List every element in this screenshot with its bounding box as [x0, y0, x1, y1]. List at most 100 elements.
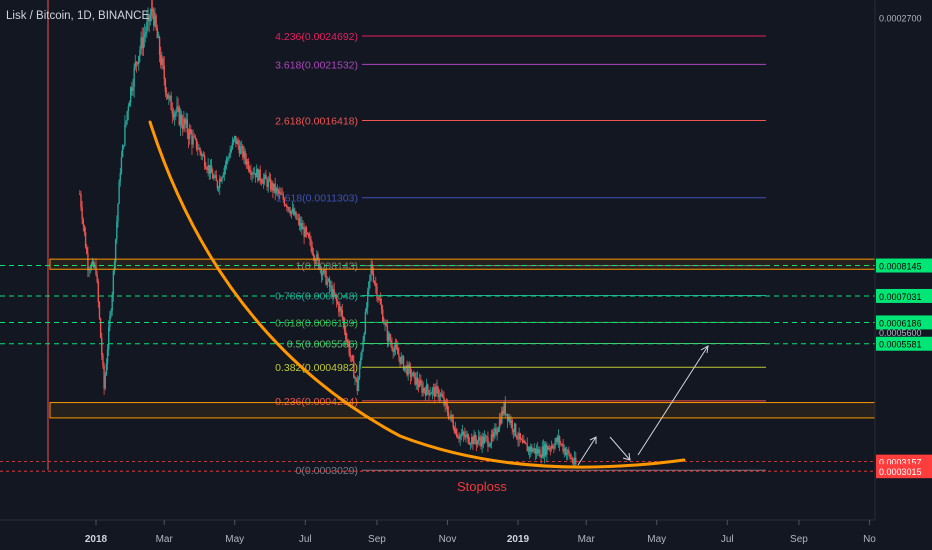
candle-body: [227, 158, 229, 159]
time-axis[interactable]: 2018 Mar May Jul Sep Nov 2019 Mar May Jul Sep No: [0, 519, 876, 545]
time-tick-label: May: [647, 534, 666, 545]
candle-body: [526, 444, 528, 452]
candle-body: [363, 333, 365, 341]
candle-body: [273, 183, 275, 192]
candle-body: [366, 291, 369, 308]
candle-body: [139, 49, 141, 57]
candle-body: [573, 457, 576, 464]
candle-body: [555, 438, 557, 443]
candle-body: [427, 384, 429, 391]
time-tick-label: Jul: [721, 534, 734, 545]
candle-body: [110, 310, 112, 316]
candle-body: [293, 208, 295, 215]
candle-body: [424, 390, 427, 396]
candle-body: [506, 413, 509, 421]
candle-body: [353, 360, 355, 379]
candle-body: [407, 364, 409, 376]
fib-level-label: 2.618(0.0016418): [275, 115, 358, 127]
candle-body: [296, 218, 298, 220]
candle-body: [264, 174, 266, 179]
candle-body: [325, 271, 327, 285]
candle-body: [505, 413, 508, 415]
candle-body: [207, 164, 209, 171]
candle-body: [271, 182, 273, 190]
candle-body: [482, 436, 485, 444]
candle-body: [372, 273, 375, 282]
candle-body: [157, 37, 160, 39]
candle-body: [162, 58, 164, 66]
candle-body: [343, 322, 346, 332]
time-tick-label: Mar: [156, 534, 174, 545]
candle-body: [484, 436, 487, 438]
candle-body: [532, 450, 534, 453]
candle-body: [454, 428, 457, 433]
candle-body: [129, 87, 132, 103]
green-level-badge-label: 0.0005581: [879, 340, 922, 350]
candle-body: [501, 410, 503, 424]
candle-body: [138, 56, 140, 65]
fib-level-label: 0.236(0.0004234): [275, 396, 358, 408]
candle-body: [355, 377, 357, 380]
candle-body: [331, 286, 333, 298]
candle-body: [301, 222, 303, 230]
candle-body: [106, 349, 109, 364]
candle-body: [191, 133, 193, 145]
candle-body: [498, 419, 501, 429]
candle-body: [323, 269, 325, 274]
candle-body: [228, 157, 230, 159]
candle-body: [321, 273, 324, 276]
candle-body: [183, 118, 185, 129]
candle-body: [538, 449, 540, 454]
candle-body: [121, 145, 124, 158]
candle-body: [333, 289, 335, 295]
candle-body: [408, 364, 411, 368]
candle-body: [232, 139, 235, 142]
candle-body: [82, 219, 84, 226]
candle-body: [409, 367, 412, 377]
candle-body: [150, 8, 153, 16]
candle-body: [360, 357, 362, 365]
candle-body: [279, 192, 281, 194]
candle-body: [348, 343, 350, 355]
candle-body: [249, 169, 251, 172]
green-level-badge-label: 0.0007031: [879, 292, 922, 302]
candle-body: [459, 435, 461, 439]
candle-body: [474, 434, 476, 441]
candle-body: [469, 443, 472, 445]
candle-body: [541, 446, 543, 458]
candle-body: [423, 388, 426, 391]
candle-body: [168, 96, 170, 99]
candle-body: [570, 458, 572, 459]
green-level-badge: [876, 258, 932, 273]
candle-body: [467, 434, 469, 444]
candle-body: [415, 377, 417, 385]
time-tick-label: Nov: [439, 534, 457, 545]
candle-body: [237, 140, 239, 146]
price-axis[interactable]: 0.00027000.00032000.00038000.00044000.00…: [874, 0, 922, 520]
candle-body: [259, 169, 261, 180]
time-tick-label: Sep: [790, 534, 808, 545]
candle-body: [197, 148, 199, 150]
fib-level-label: 0.5(0.0005586): [287, 339, 358, 351]
candle-body: [432, 387, 435, 389]
time-tick-label: Sep: [368, 534, 386, 545]
candle-body: [402, 356, 405, 370]
candle-body: [386, 326, 389, 341]
candle-body: [260, 179, 263, 183]
candle-body: [460, 434, 463, 436]
candle-body: [179, 114, 182, 125]
candle-body: [192, 136, 194, 145]
candle-body: [380, 304, 383, 310]
candle-body: [200, 151, 202, 156]
candle-body: [80, 194, 82, 208]
candle-body: [457, 436, 459, 439]
candle-body: [147, 14, 149, 22]
candle-body: [358, 364, 361, 379]
candle-body: [102, 355, 104, 366]
candle-body: [495, 428, 497, 435]
candle-body: [549, 447, 552, 449]
red-level-badge-label: 0.0003157: [879, 458, 922, 468]
candle-body: [148, 14, 150, 22]
candle-body: [393, 348, 395, 353]
